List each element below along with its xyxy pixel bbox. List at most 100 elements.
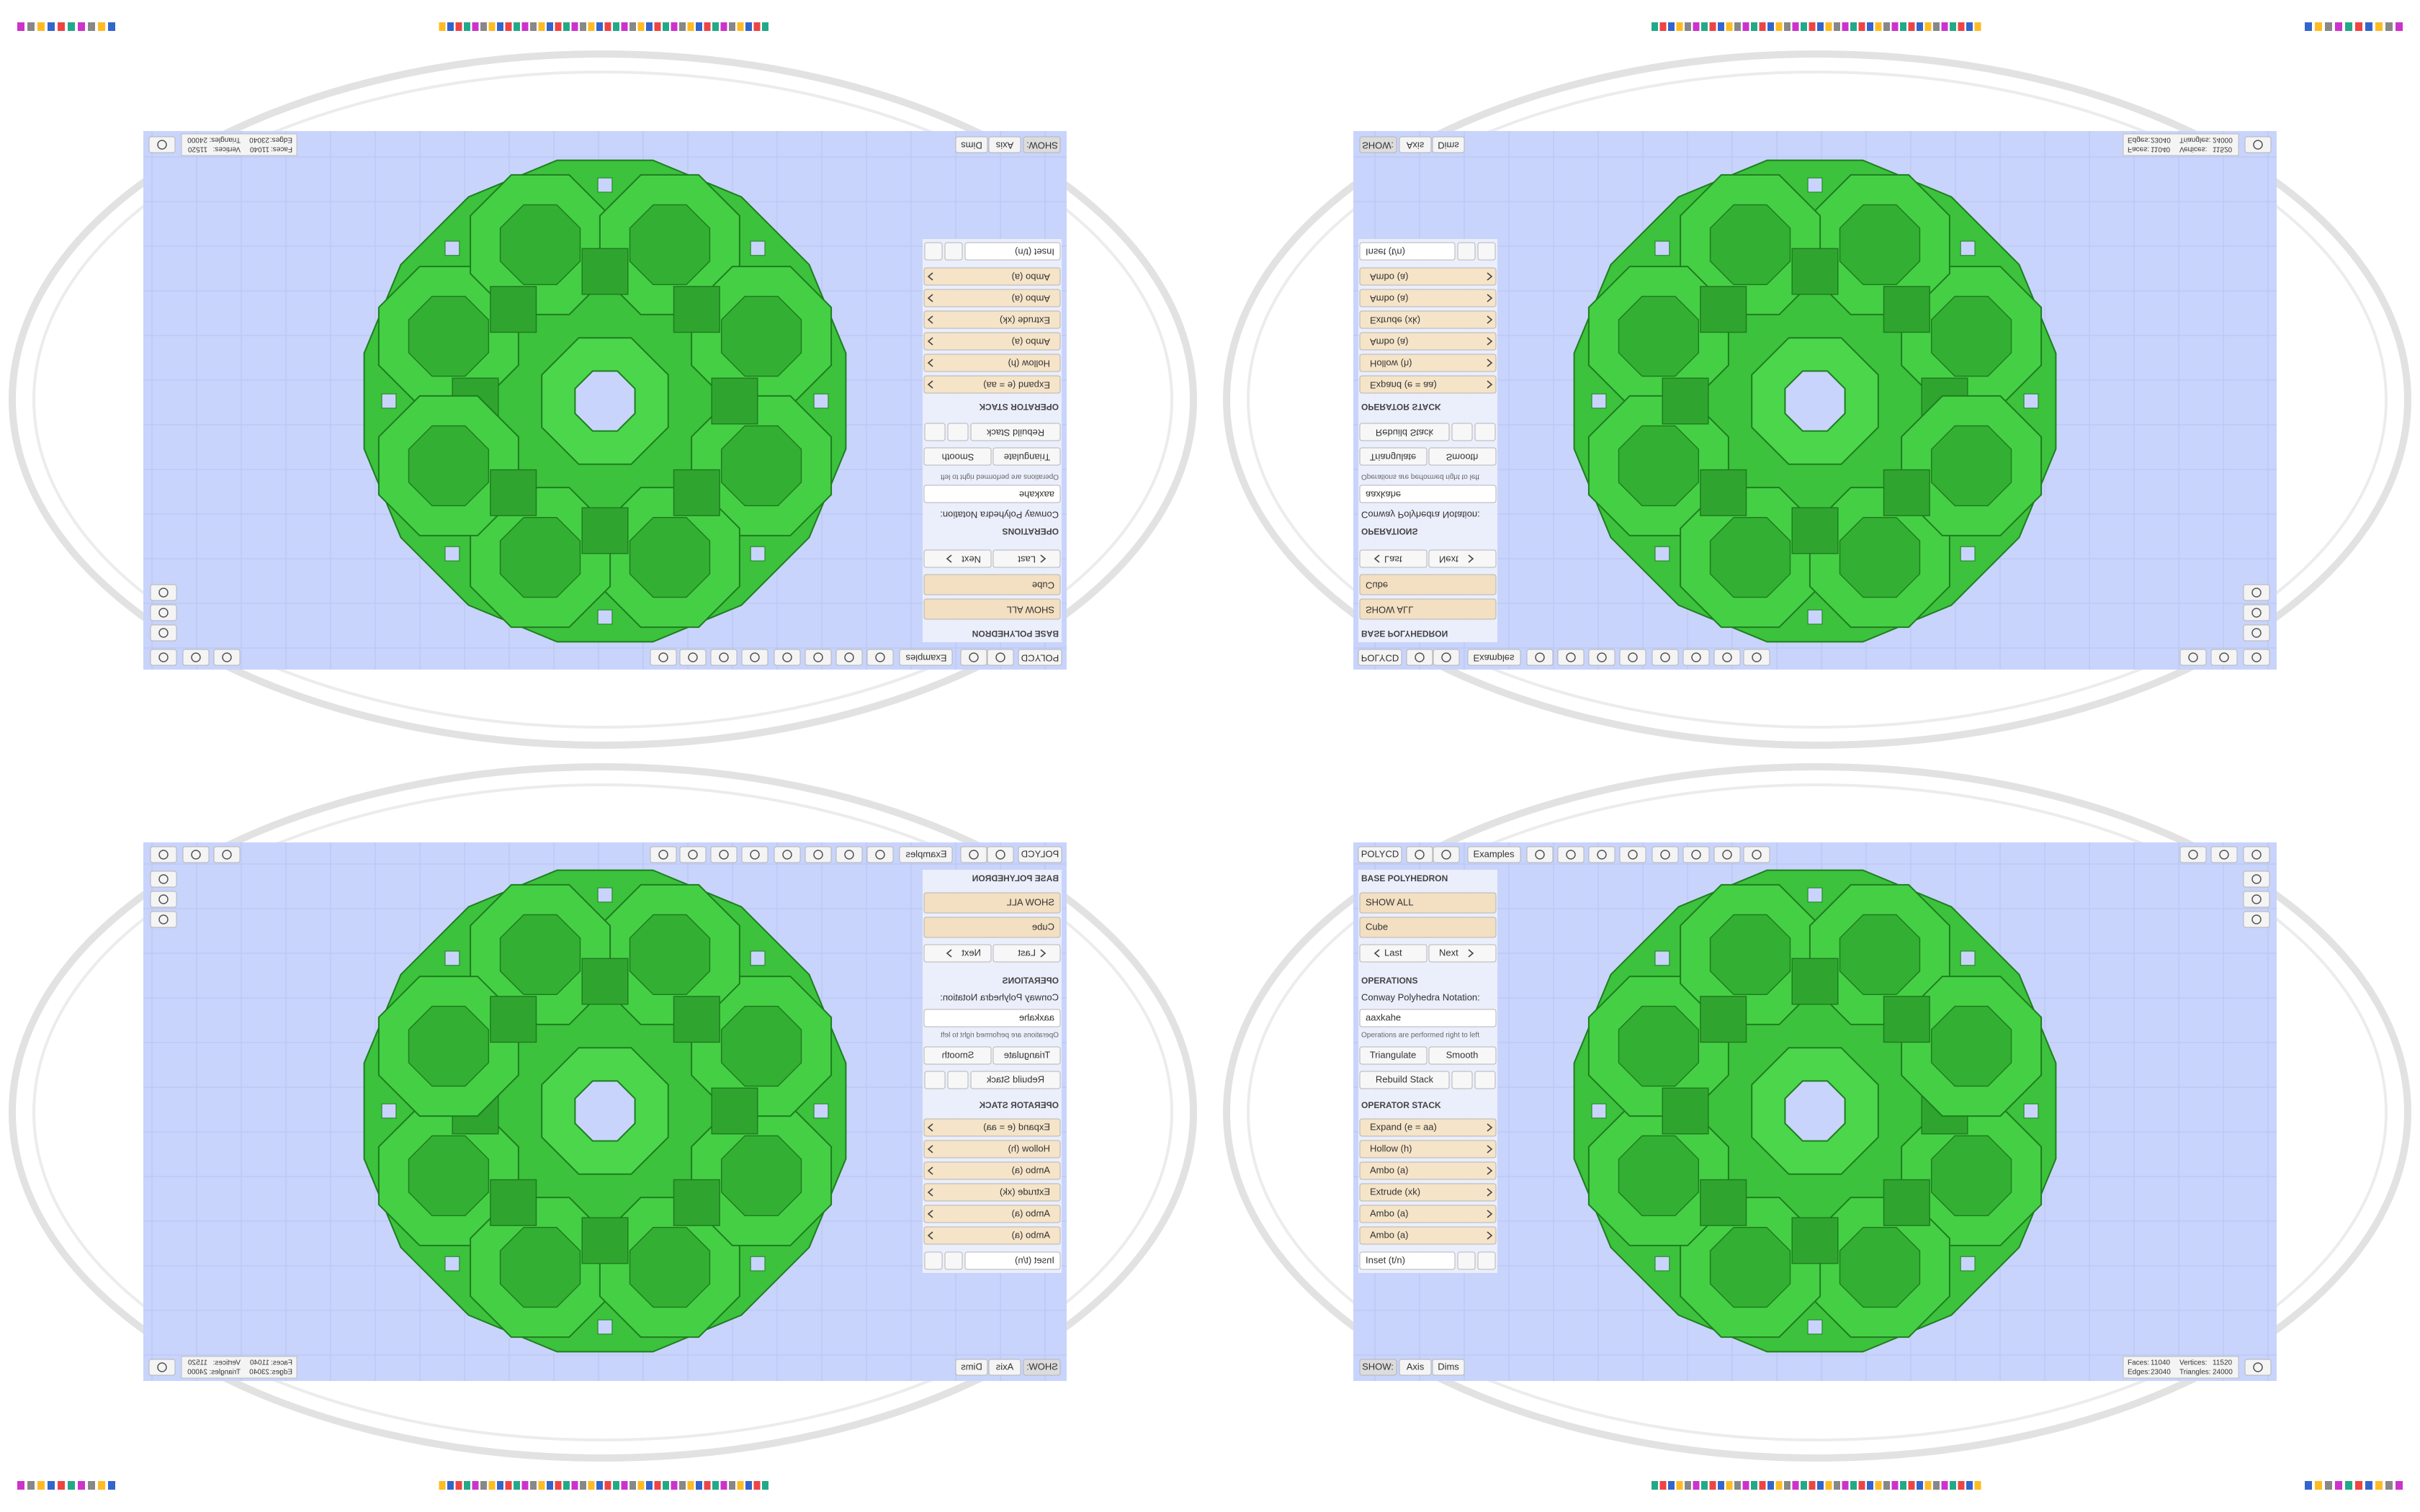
stack-item[interactable] [1359,1118,1497,1137]
add-button[interactable] [1457,1251,1476,1270]
section-header: BASE POLYHEDRON [1361,873,1448,883]
tray-icon [1742,1481,1749,1490]
tray-icon [2365,1481,2372,1490]
chevron [1487,1231,1493,1240]
tool-button[interactable] [1557,846,1585,863]
title-button[interactable] [1358,846,1402,863]
facet [1709,1226,1791,1308]
tray-icon [1726,1481,1733,1490]
stack-item[interactable] [1359,1205,1497,1223]
facet [1791,958,1839,1005]
view-button[interactable] [2243,891,2270,908]
settings-button[interactable] [2210,846,2238,863]
tool-button[interactable] [1682,846,1710,863]
rebuild-button[interactable] [1359,1071,1450,1089]
tray-icon [1809,1481,1816,1490]
show-all-select[interactable] [1359,892,1497,914]
field-label: Conway Polyhedra Notation: [1361,991,1480,1002]
tray-icon [1867,1481,1873,1490]
stack-item-label: Ambo (a) [1370,1229,1408,1240]
tray-icon [1950,1481,1956,1490]
mirror-view [1227,22,2408,745]
tool-button[interactable] [1588,846,1615,863]
settings-button[interactable] [2179,846,2207,863]
stat: 11520 [2213,1359,2233,1367]
tray-icon [1668,1481,1675,1490]
tray-icon [2305,1481,2312,1490]
list-button[interactable] [1451,1071,1473,1089]
tray-icon [1652,1481,1658,1490]
clear-button[interactable] [1474,1071,1496,1089]
smooth-button[interactable] [1428,1046,1497,1065]
tool-button[interactable] [1652,846,1679,863]
button-label: Rebuild Stack [1376,1074,1434,1084]
tray-icon [2335,1481,2342,1490]
view-button[interactable] [2243,911,2270,928]
notation-input[interactable] [1359,1009,1497,1027]
tool-button-glyph [1660,850,1670,860]
tray-icon [1900,1481,1906,1490]
tray-icon [2325,1481,2332,1490]
stat: Triangles: [2179,1369,2211,1377]
tool-button-glyph [1722,850,1732,860]
stack-item[interactable] [1359,1161,1497,1180]
chevron [1487,1188,1493,1197]
stat: Faces: [2128,1359,2149,1367]
select-label: Cube [1366,921,1388,932]
chevron [1487,1123,1493,1132]
show-toggle[interactable] [1359,1359,1397,1376]
app-view: POLYCD Examples BASE POLYHEDRON SHOW ALL Cub… [1223,763,2411,1490]
polyhedron[interactable] [1573,869,2057,1353]
chevron [1373,949,1380,958]
tray-icon [1784,1481,1791,1490]
hole [1960,1256,1976,1272]
undo-button[interactable] [1406,846,1433,863]
stack-item-label: Extrude (xk) [1370,1186,1420,1197]
next-button[interactable] [1428,944,1497,963]
tool-button[interactable] [1713,846,1741,863]
settings-button[interactable] [2243,846,2270,863]
redo-button[interactable] [1433,846,1460,863]
stack-item-label: Ambo (a) [1370,1207,1408,1218]
tray-icon [1825,1481,1832,1490]
tool-button[interactable] [1619,846,1646,863]
facet [1700,1179,1747,1226]
axis-toggle[interactable] [1399,1359,1432,1376]
tray-icon [1817,1481,1824,1490]
hole [1591,1103,1607,1119]
redo-button-glyph [1441,850,1451,860]
select-label: Inset (t/n) [1366,1254,1405,1265]
stack-item[interactable] [1359,1140,1497,1158]
view-button[interactable] [2243,870,2270,888]
eye-button[interactable] [2244,1359,2272,1376]
ornament [1247,783,2388,1441]
last-button[interactable] [1359,944,1428,963]
add-op-select[interactable] [1359,1251,1456,1270]
triangulate-button[interactable] [1359,1046,1428,1065]
settings-button-glyph [2251,850,2262,860]
ui: POLYCD Examples BASE POLYHEDRON SHOW ALL Cub… [1358,846,2403,1490]
toggle-label: SHOW: [1362,1361,1394,1372]
facet [1839,1226,1921,1308]
tool-button[interactable] [1743,846,1770,863]
count-input[interactable] [1477,1251,1496,1270]
tray-icon [1751,1481,1757,1490]
tool-button[interactable] [1526,846,1554,863]
tray-icon [1685,1481,1691,1490]
tray-icon [2315,1481,2322,1490]
stat: Edges: [2128,1369,2150,1377]
tool-button-glyph [1566,850,1576,860]
hole [1807,1319,1823,1335]
base-select[interactable] [1359,917,1497,938]
tray-icon [1767,1481,1774,1490]
section-header: OPERATOR STACK [1361,1100,1441,1110]
stack-item[interactable] [1359,1226,1497,1245]
dims-toggle[interactable] [1432,1359,1465,1376]
facet [1930,1135,2012,1217]
examples-button[interactable] [1467,846,1521,863]
stack-item[interactable] [1359,1183,1497,1202]
notation-value: aaxkahe [1366,1012,1401,1022]
facet [1709,914,1791,996]
tray-icon [2345,1481,2352,1490]
